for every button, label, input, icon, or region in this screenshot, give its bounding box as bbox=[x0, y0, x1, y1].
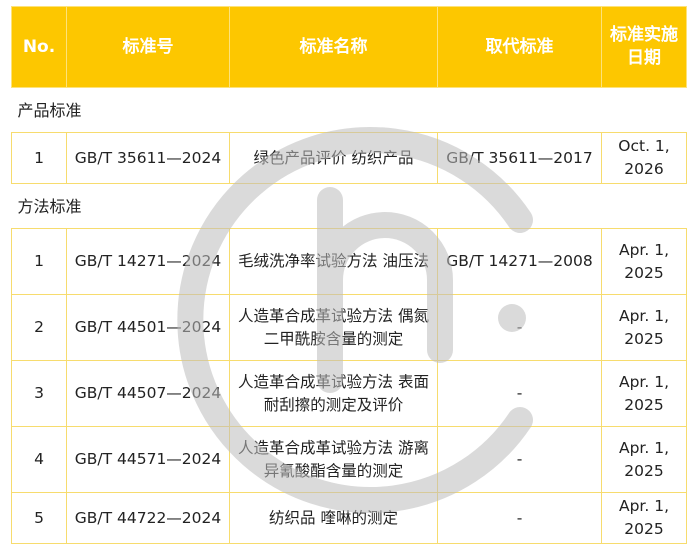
cell-replaces: - bbox=[437, 492, 602, 544]
cell-name: 人造革合成革试验方法 表面耐刮擦的测定及评价 bbox=[229, 360, 438, 427]
cell-name: 绿色产品评价 纺织产品 bbox=[229, 132, 438, 184]
cell-no: 1 bbox=[11, 228, 67, 295]
table-row: 4 GB/T 44571—2024 人造革合成革试验方法 游离异氰酸酯含量的测定 - A… bbox=[11, 426, 687, 493]
section-row: 方法标准 bbox=[11, 183, 687, 229]
cell-replaces: GB/T 14271—2008 bbox=[437, 228, 602, 295]
cell-date: Apr. 1, 2025 bbox=[601, 426, 687, 493]
table-row: 2 GB/T 44501—2024 人造革合成革试验方法 偶氮二甲酰胺含量的测定 - A… bbox=[11, 294, 687, 361]
header-code: 标准号 bbox=[66, 6, 230, 88]
cell-code: GB/T 44571—2024 bbox=[66, 426, 230, 493]
cell-no: 5 bbox=[11, 492, 67, 544]
cell-code: GB/T 44507—2024 bbox=[66, 360, 230, 427]
cell-no: 2 bbox=[11, 294, 67, 361]
cell-name: 毛绒洗净率试验方法 油压法 bbox=[229, 228, 438, 295]
cell-no: 4 bbox=[11, 426, 67, 493]
cell-name: 人造革合成革试验方法 偶氮二甲酰胺含量的测定 bbox=[229, 294, 438, 361]
cell-name: 纺织品 喹啉的测定 bbox=[229, 492, 438, 544]
cell-replaces: GB/T 35611—2017 bbox=[437, 132, 602, 184]
cell-no: 1 bbox=[11, 132, 67, 184]
table-row: 1 GB/T 35611—2024 绿色产品评价 纺织产品 GB/T 35611—20… bbox=[11, 132, 687, 184]
cell-date: Apr. 1, 2025 bbox=[601, 228, 687, 295]
cell-code: GB/T 14271—2024 bbox=[66, 228, 230, 295]
section-title: 方法标准 bbox=[11, 183, 687, 229]
cell-date: Apr. 1, 2025 bbox=[601, 492, 687, 544]
cell-code: GB/T 35611—2024 bbox=[66, 132, 230, 184]
cell-replaces: - bbox=[437, 426, 602, 493]
header-replaces: 取代标准 bbox=[437, 6, 602, 88]
standards-table: No. 标准号 标准名称 取代标准 标准实施日期 产品标准 1 GB/T 35611… bbox=[11, 6, 687, 544]
cell-code: GB/T 44501—2024 bbox=[66, 294, 230, 361]
header-name: 标准名称 bbox=[229, 6, 438, 88]
header-no: No. bbox=[11, 6, 67, 88]
cell-date: Oct. 1, 2026 bbox=[601, 132, 687, 184]
header-row: No. 标准号 标准名称 取代标准 标准实施日期 bbox=[11, 6, 687, 88]
cell-replaces: - bbox=[437, 294, 602, 361]
cell-code: GB/T 44722—2024 bbox=[66, 492, 230, 544]
table-row: 1 GB/T 14271—2024 毛绒洗净率试验方法 油压法 GB/T 14271—… bbox=[11, 228, 687, 295]
table-row: 5 GB/T 44722—2024 纺织品 喹啉的测定 - Apr. 1, 2025 bbox=[11, 492, 687, 544]
cell-replaces: - bbox=[437, 360, 602, 427]
header-date: 标准实施日期 bbox=[601, 6, 687, 88]
cell-date: Apr. 1, 2025 bbox=[601, 360, 687, 427]
section-title: 产品标准 bbox=[11, 87, 687, 133]
cell-date: Apr. 1, 2025 bbox=[601, 294, 687, 361]
table-row: 3 GB/T 44507—2024 人造革合成革试验方法 表面耐刮擦的测定及评价 - A… bbox=[11, 360, 687, 427]
cell-no: 3 bbox=[11, 360, 67, 427]
cell-name: 人造革合成革试验方法 游离异氰酸酯含量的测定 bbox=[229, 426, 438, 493]
section-row: 产品标准 bbox=[11, 87, 687, 133]
